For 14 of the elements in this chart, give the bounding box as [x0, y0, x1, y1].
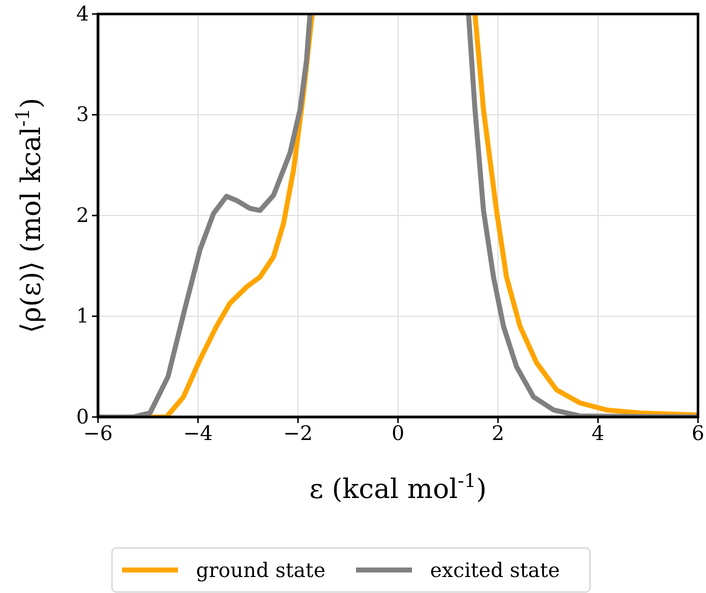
x-axis-title: ε (kcal mol$^{-1}$): [309, 470, 487, 505]
y-tick-label: 2: [76, 202, 89, 227]
x-tick-label: 0: [392, 421, 404, 446]
y-tick-label: 1: [76, 304, 89, 328]
legend-label: ground state: [196, 558, 326, 582]
x-tick-label: −2: [283, 421, 313, 446]
x-tick-label: 2: [492, 421, 504, 446]
y-tick-label: 3: [76, 102, 89, 126]
y-tick-label: 4: [76, 1, 89, 26]
x-tick-label: 6: [692, 421, 704, 446]
legend-label: excited state: [430, 558, 560, 582]
y-tick-label: 0: [76, 404, 89, 428]
x-tick-label: −4: [183, 421, 213, 446]
x-tick-label: 4: [592, 421, 604, 446]
